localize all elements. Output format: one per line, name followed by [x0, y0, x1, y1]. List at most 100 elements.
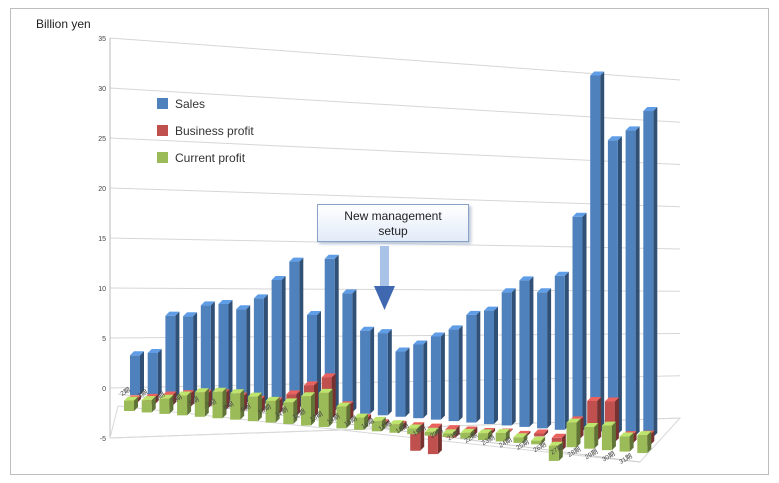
bar-side [352, 289, 357, 413]
bar-sales [519, 276, 534, 427]
bar-side [541, 436, 546, 445]
bar-top [442, 429, 457, 434]
bar-front [265, 400, 276, 423]
bar-current-profit [354, 413, 369, 430]
y-tick-label: 0 [102, 386, 106, 393]
bar-side [653, 107, 658, 438]
bar-top [551, 433, 566, 438]
bar-side [246, 305, 251, 404]
bar-side [558, 441, 563, 461]
bar-current-profit [230, 389, 245, 420]
bar-sales [324, 254, 339, 411]
bar-current-profit [531, 436, 546, 445]
bar-side [600, 71, 605, 433]
bar-side [511, 288, 516, 426]
x-tick-label: 29期 [583, 447, 599, 461]
bar-front [410, 426, 421, 451]
legend-item-current-profit: Current profit [157, 144, 254, 171]
bar-top [286, 390, 301, 395]
bar-top [478, 429, 492, 434]
bar-top [466, 310, 481, 315]
bar-front [377, 333, 388, 416]
bar-top [604, 397, 619, 402]
bar-top [430, 332, 445, 337]
bar-top [587, 397, 602, 402]
legend-label-business-profit: Business profit [175, 123, 254, 138]
bar-sales [643, 107, 658, 438]
bar-top [342, 289, 357, 294]
bar-top [283, 398, 298, 403]
bar-current-profit [637, 431, 652, 454]
bar-side [547, 288, 552, 429]
bar-top [265, 396, 280, 401]
bar-side [228, 299, 233, 403]
bar-front [130, 355, 140, 395]
bar-current-profit [265, 396, 280, 423]
bar-sales [484, 306, 498, 424]
bar-front [194, 392, 205, 417]
bar-top [212, 387, 227, 392]
bar-side [647, 431, 652, 454]
bar-front [307, 315, 317, 410]
bar-top [501, 288, 516, 293]
bar-side [611, 421, 616, 451]
bar-current-profit [301, 392, 315, 426]
bar-top [637, 431, 652, 436]
bar-top [590, 71, 605, 76]
bar-top [643, 107, 658, 112]
bar-current-profit [442, 429, 457, 438]
bar-sales [130, 351, 144, 395]
y-tick-label: -5 [100, 436, 106, 443]
bar-top [230, 389, 245, 394]
bar-side [470, 428, 475, 439]
bar-front [478, 433, 488, 440]
bar-top [162, 391, 177, 396]
bar-front [430, 336, 441, 420]
bar-front [537, 292, 548, 429]
bar-front [200, 305, 211, 401]
bar-side [328, 388, 333, 427]
bar-sales [147, 348, 162, 397]
unit-label: Billion yen [36, 17, 91, 31]
y-tick-label: 35 [98, 36, 106, 43]
bar-front [183, 316, 194, 400]
bar-front [336, 406, 347, 429]
bar-side [187, 391, 192, 416]
bar-top [424, 427, 439, 432]
bar-front [389, 424, 400, 433]
bar-front [448, 329, 459, 422]
annotation-line-1: New management [344, 209, 442, 223]
bar-front [587, 401, 598, 441]
annotation-callout: New management setup [317, 204, 469, 242]
bar-side [458, 325, 463, 422]
bar-current-profit [619, 432, 634, 452]
bar-top [159, 394, 174, 399]
bar-top [324, 254, 339, 259]
gridline [109, 187, 681, 208]
bar-top [584, 422, 599, 427]
bar-side [617, 136, 622, 435]
bar-top [236, 305, 251, 310]
bar-front [147, 352, 158, 397]
bar-sales [448, 325, 463, 422]
bar-sales [200, 301, 215, 401]
bar-top [554, 271, 569, 276]
bar-top [218, 299, 233, 304]
bar-top [289, 257, 304, 262]
annotation-line-2: setup [378, 224, 408, 238]
bar-side [334, 254, 339, 411]
bar-current-profit [584, 422, 599, 449]
bar-top [484, 306, 498, 311]
bar-front [354, 417, 365, 430]
bar-business-profit [534, 429, 549, 437]
bar-side [544, 429, 549, 437]
bar-side [140, 351, 144, 395]
bar-side [629, 432, 634, 452]
bar-top [537, 288, 552, 293]
bar-side [364, 413, 369, 430]
bar-sales [395, 347, 410, 417]
bar-side [151, 396, 156, 413]
bar-front [619, 436, 630, 452]
bar-current-profit [513, 433, 528, 443]
